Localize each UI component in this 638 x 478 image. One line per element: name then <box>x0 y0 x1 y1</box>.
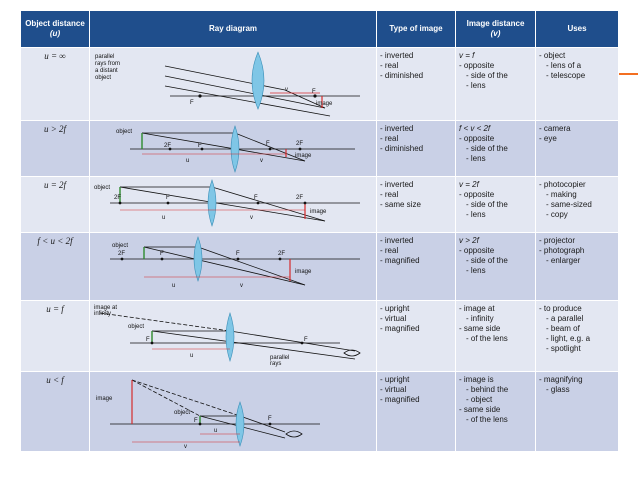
diagram-label: F <box>236 251 240 257</box>
diagram-label: 2F <box>114 195 121 201</box>
diagram-label: F <box>194 418 198 424</box>
lens-image-table: Object distance (u) Ray diagram Type of i… <box>20 10 619 452</box>
ray-diagram-at-2f: object 2F F F 2F u v image <box>94 179 360 227</box>
diagram-label: F <box>268 416 272 422</box>
diagram-label: F <box>304 337 308 343</box>
ray-diagram-infinity: parallel rays from a distant object F F … <box>95 51 360 117</box>
uses-cell: photocopiermakingsame-sizedcopy <box>535 176 619 233</box>
ray-diagram-cell: image at infinity object F F u parallel … <box>89 300 377 372</box>
diagram-label: v <box>260 158 263 164</box>
ray-diagram-within-f: image object F F u v <box>96 379 320 450</box>
uses-cell: projectorphotographenlarger <box>535 232 619 301</box>
diagram-label: object <box>128 324 144 330</box>
header-ray-diagram: Ray diagram <box>89 10 377 48</box>
diagram-label: F <box>190 100 194 106</box>
diagram-label: parallel <box>95 54 114 60</box>
diagram-label: object <box>174 410 190 416</box>
type-of-image-cell: invertedrealmagnified <box>376 232 456 301</box>
diagram-label: image <box>295 153 312 159</box>
diagram-label: image <box>310 209 327 215</box>
diagram-label: u <box>172 283 175 289</box>
uses-cell: to producea parallelbeam oflight, e.g. a… <box>535 300 619 372</box>
uses-cell: objectlens of atelescope <box>535 47 619 121</box>
diagram-label: F <box>166 195 170 201</box>
object-distance-cell: u = 2f <box>20 176 90 233</box>
header-image-distance: Image distance (v) <box>455 10 536 48</box>
table-row: u = 2f object 2F <box>20 176 619 233</box>
ray-diagram-cell: object 2F F F 2F u v image <box>89 176 377 233</box>
diagram-label: image <box>295 269 312 275</box>
diagram-label: F <box>254 195 258 201</box>
diagram-label: 2F <box>118 251 125 257</box>
header-uses: Uses <box>535 10 619 48</box>
diagram-label: v <box>184 444 187 450</box>
header-type-of-image: Type of image <box>376 10 456 48</box>
type-of-image-cell: invertedrealdiminished <box>376 47 456 121</box>
diagram-label: 2F <box>164 143 171 149</box>
diagram-label: object <box>94 185 110 191</box>
ray-diagram-between-f-2f: object 2F F F 2F u v image <box>110 236 360 289</box>
diagram-label: infinity <box>94 311 111 317</box>
object-distance-cell: u = f <box>20 300 90 372</box>
diagram-label: u <box>162 215 165 221</box>
object-distance-cell: u > 2f <box>20 120 90 177</box>
diagram-label: object <box>95 75 111 81</box>
diagram-label: a distant <box>95 68 118 74</box>
ray-diagram-cell: parallel rays from a distant object F F … <box>89 47 377 121</box>
type-of-image-cell: uprightvirtualmagnified <box>376 300 456 372</box>
ray-diagram-beyond-2f: object 2F F F 2F u v image <box>116 125 355 173</box>
type-of-image-cell: invertedrealsame size <box>376 176 456 233</box>
diagram-label: image at <box>94 305 117 311</box>
diagram-label: u <box>186 158 189 164</box>
diagram-label: 2F <box>296 141 303 147</box>
table-row: u < f <box>20 371 619 452</box>
diagram-label: v <box>250 215 253 221</box>
header-object-distance: Object distance (u) <box>20 10 90 48</box>
table-row: u > 2f object <box>20 120 619 177</box>
diagram-label: rays <box>270 361 281 367</box>
ray-diagram-cell: object 2F F F 2F u v image <box>89 232 377 301</box>
diagram-label: v <box>240 283 243 289</box>
diagram-label: u <box>190 353 193 359</box>
table-row: f < u < 2f object <box>20 232 619 301</box>
diagram-label: rays from <box>95 61 120 67</box>
diagram-label: 2F <box>296 195 303 201</box>
diagram-label: object <box>116 129 132 135</box>
header-row: Object distance (u) Ray diagram Type of i… <box>20 10 619 48</box>
type-of-image-cell: invertedrealdiminished <box>376 120 456 177</box>
uses-cell: cameraeye <box>535 120 619 177</box>
ray-diagram-cell: object 2F F F 2F u v image <box>89 120 377 177</box>
ray-diagram-cell: image object F F u v <box>89 371 377 452</box>
uses-cell: magnifyingglass <box>535 371 619 452</box>
diagram-label: object <box>112 243 128 249</box>
object-distance-cell: f < u < 2f <box>20 232 90 301</box>
diagram-label: 2F <box>278 251 285 257</box>
ray-diagram-at-f: image at infinity object F F u parallel … <box>94 305 361 367</box>
type-of-image-cell: uprightvirtualmagnified <box>376 371 456 452</box>
diagram-label: parallel <box>270 355 289 361</box>
diagram-label: v <box>285 87 288 93</box>
diagram-label: F <box>266 141 270 147</box>
diagram-label: F <box>146 337 150 343</box>
diagram-label: u <box>214 428 217 434</box>
diagram-label: image <box>96 396 113 402</box>
table-row: u = ∞ parallel <box>20 47 619 121</box>
diagram-label: F <box>160 251 164 257</box>
diagram-label: F <box>198 143 202 149</box>
object-distance-cell: u < f <box>20 371 90 452</box>
diagram-label: F <box>312 89 316 95</box>
diagram-label: image <box>316 101 333 107</box>
object-distance-cell: u = ∞ <box>20 47 90 121</box>
accent-line <box>618 73 638 75</box>
table-row: u = f image at infinit <box>20 300 619 372</box>
